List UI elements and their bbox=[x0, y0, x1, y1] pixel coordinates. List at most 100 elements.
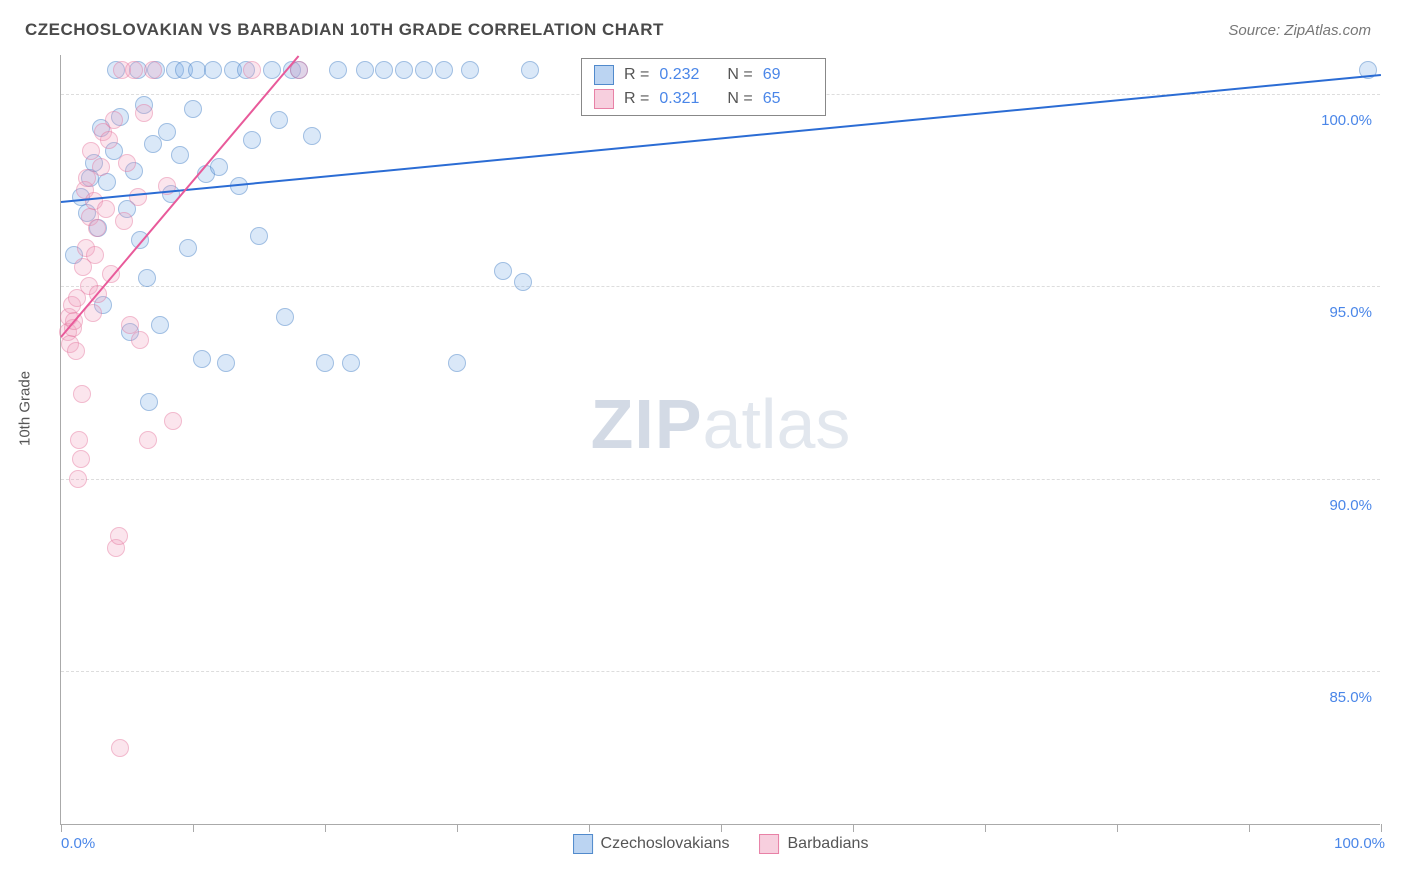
data-point bbox=[144, 61, 162, 79]
data-point bbox=[105, 111, 123, 129]
data-point bbox=[303, 127, 321, 145]
y-axis-title: 10th Grade bbox=[17, 371, 34, 446]
data-point bbox=[138, 269, 156, 287]
x-tick bbox=[853, 824, 854, 832]
swatch-blue bbox=[573, 834, 593, 854]
data-point bbox=[276, 308, 294, 326]
data-point bbox=[115, 212, 133, 230]
swatch-pink bbox=[594, 89, 614, 109]
data-point bbox=[164, 412, 182, 430]
data-point bbox=[86, 246, 104, 264]
watermark-zip: ZIP bbox=[591, 385, 703, 463]
data-point bbox=[375, 61, 393, 79]
data-point bbox=[270, 111, 288, 129]
r-value-czech: 0.232 bbox=[659, 66, 709, 84]
data-point bbox=[131, 331, 149, 349]
data-point bbox=[139, 431, 157, 449]
data-point bbox=[110, 527, 128, 545]
data-point bbox=[342, 354, 360, 372]
gridline bbox=[61, 286, 1380, 287]
source-attribution: Source: ZipAtlas.com bbox=[1228, 22, 1371, 39]
watermark: ZIPatlas bbox=[591, 384, 851, 464]
data-point bbox=[461, 61, 479, 79]
data-point bbox=[204, 61, 222, 79]
x-tick bbox=[1249, 824, 1250, 832]
data-point bbox=[140, 393, 158, 411]
data-point bbox=[184, 100, 202, 118]
legend-label-barb: Barbadians bbox=[788, 835, 869, 853]
data-point bbox=[193, 350, 211, 368]
source-prefix: Source: bbox=[1228, 22, 1284, 39]
n-label: N = bbox=[727, 90, 752, 108]
y-tick-label: 95.0% bbox=[1329, 304, 1372, 321]
data-point bbox=[494, 262, 512, 280]
r-label: R = bbox=[624, 66, 649, 84]
n-value-barb: 65 bbox=[763, 90, 813, 108]
data-point bbox=[72, 450, 90, 468]
x-tick bbox=[193, 824, 194, 832]
data-point bbox=[243, 131, 261, 149]
series-legend: Czechoslovakians Barbadians bbox=[573, 834, 869, 854]
x-tick bbox=[1381, 824, 1382, 832]
n-value-czech: 69 bbox=[763, 66, 813, 84]
data-point bbox=[73, 385, 91, 403]
data-point bbox=[415, 61, 433, 79]
x-axis-min-label: 0.0% bbox=[61, 835, 95, 852]
x-tick bbox=[1117, 824, 1118, 832]
watermark-atlas: atlas bbox=[703, 385, 851, 463]
r-value-barb: 0.321 bbox=[659, 90, 709, 108]
chart-title: CZECHOSLOVAKIAN VS BARBADIAN 10TH GRADE … bbox=[25, 20, 664, 39]
data-point bbox=[250, 227, 268, 245]
data-point bbox=[98, 173, 116, 191]
data-point bbox=[158, 123, 176, 141]
data-point bbox=[129, 188, 147, 206]
data-point bbox=[329, 61, 347, 79]
data-point bbox=[395, 61, 413, 79]
x-axis-max-label: 100.0% bbox=[1334, 835, 1385, 852]
r-label: R = bbox=[624, 90, 649, 108]
data-point bbox=[118, 154, 136, 172]
data-point bbox=[217, 354, 235, 372]
x-tick bbox=[325, 824, 326, 832]
x-tick bbox=[61, 824, 62, 832]
y-tick-label: 85.0% bbox=[1329, 689, 1372, 706]
data-point bbox=[514, 273, 532, 291]
data-point bbox=[435, 61, 453, 79]
legend-row-czech: R = 0.232 N = 69 bbox=[592, 63, 815, 87]
data-point bbox=[97, 200, 115, 218]
data-point bbox=[135, 104, 153, 122]
data-point bbox=[88, 219, 106, 237]
x-tick bbox=[721, 824, 722, 832]
data-point bbox=[92, 158, 110, 176]
y-tick-label: 90.0% bbox=[1329, 497, 1372, 514]
scatter-chart: ZIPatlas 0.0% 100.0% Czechoslovakians Ba… bbox=[60, 55, 1380, 825]
data-point bbox=[521, 61, 539, 79]
x-tick bbox=[985, 824, 986, 832]
x-tick bbox=[589, 824, 590, 832]
gridline bbox=[61, 671, 1380, 672]
data-point bbox=[100, 131, 118, 149]
x-tick bbox=[457, 824, 458, 832]
data-point bbox=[70, 431, 88, 449]
data-point bbox=[67, 342, 85, 360]
data-point bbox=[69, 470, 87, 488]
stats-legend-box: R = 0.232 N = 69 R = 0.321 N = 65 bbox=[581, 58, 826, 116]
legend-item-czech: Czechoslovakians bbox=[573, 834, 730, 854]
legend-row-barb: R = 0.321 N = 65 bbox=[592, 87, 815, 111]
n-label: N = bbox=[727, 66, 752, 84]
data-point bbox=[448, 354, 466, 372]
y-tick-label: 100.0% bbox=[1321, 112, 1372, 129]
data-point bbox=[316, 354, 334, 372]
data-point bbox=[356, 61, 374, 79]
data-point bbox=[151, 316, 169, 334]
data-point bbox=[171, 146, 189, 164]
source-name: ZipAtlas.com bbox=[1284, 22, 1371, 39]
swatch-pink bbox=[760, 834, 780, 854]
data-point bbox=[243, 61, 261, 79]
legend-item-barb: Barbadians bbox=[760, 834, 869, 854]
gridline bbox=[61, 479, 1380, 480]
swatch-blue bbox=[594, 65, 614, 85]
data-point bbox=[179, 239, 197, 257]
data-point bbox=[111, 739, 129, 757]
data-point bbox=[210, 158, 228, 176]
